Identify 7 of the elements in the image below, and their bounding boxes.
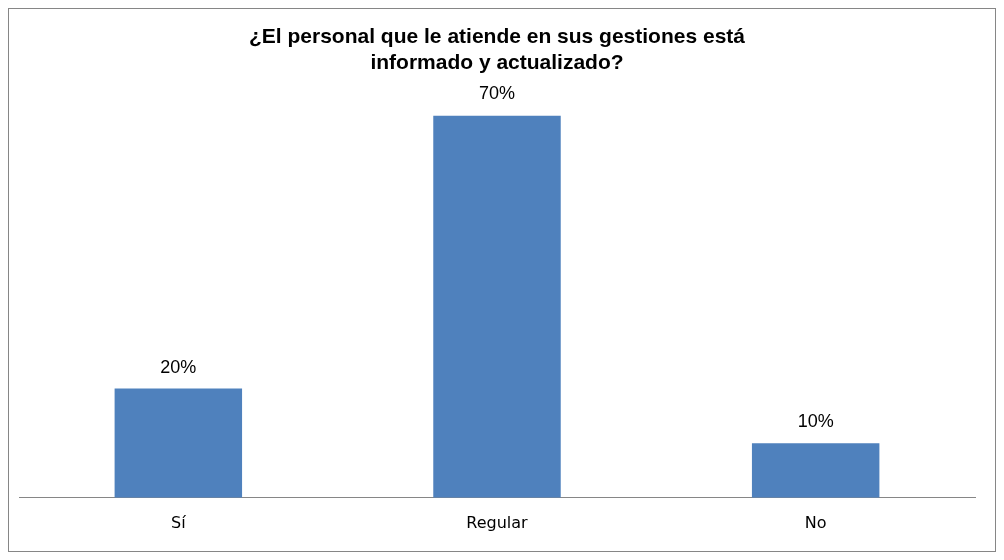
x-tick-label: Regular (466, 512, 529, 532)
data-label: 70% (478, 83, 516, 104)
data-label: 20% (160, 356, 197, 377)
data-label: 10% (797, 411, 834, 432)
x-tick-label: No (804, 512, 827, 532)
chart-title: ¿El personal que le atiende en sus gestiones está informado y actualizado? (249, 24, 746, 73)
x-tick-label: Sí (171, 512, 187, 532)
